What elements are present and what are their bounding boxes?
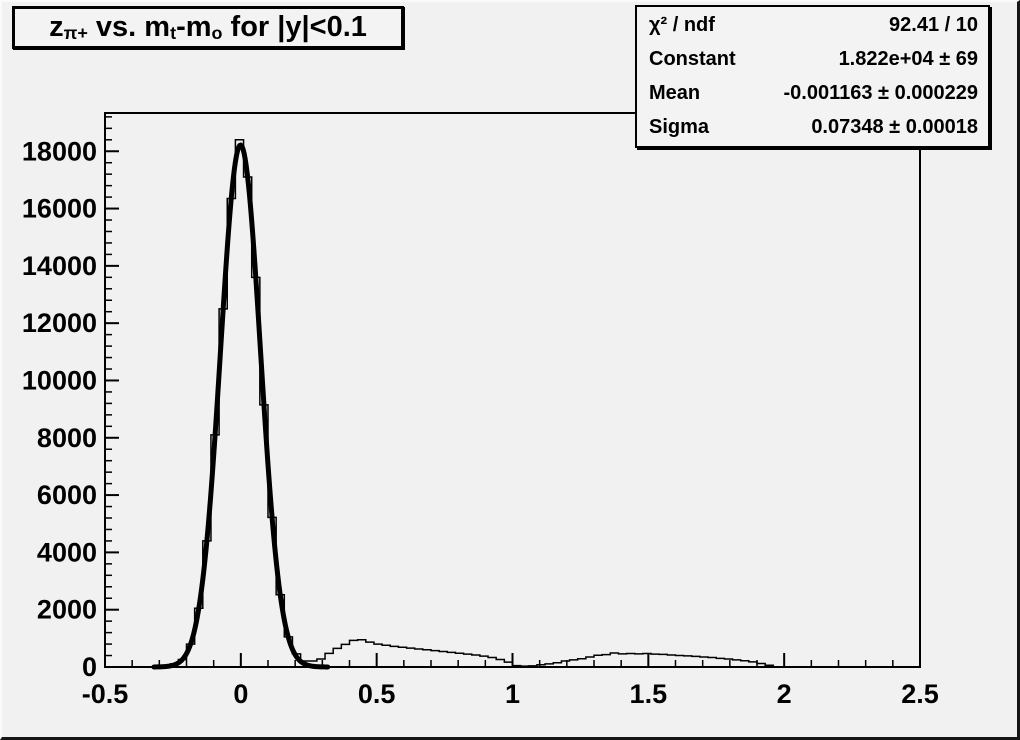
stats-label: Sigma (649, 115, 710, 138)
x-tick-label: -0.5 (82, 679, 129, 709)
stats-row-mean: Mean -0.001163 ± 0.000229 (637, 77, 988, 110)
y-tick-label: 6000 (37, 480, 97, 510)
x-tick-label: 2.5 (901, 679, 939, 709)
gaussian-fit-curve (151, 142, 331, 670)
stats-row-constant: Constant 1.822e+04 ± 69 (637, 43, 988, 76)
y-tick-label: 18000 (22, 136, 97, 166)
x-tick-label: 0 (233, 679, 248, 709)
y-tick-label: 16000 (22, 194, 97, 224)
y-tick-label: 2000 (37, 595, 97, 625)
y-tick-label: 4000 (37, 537, 97, 567)
x-tick-label: 1 (505, 679, 520, 709)
title-text-part: for |y|<0.1 (222, 11, 367, 43)
stats-label: Mean (649, 81, 701, 104)
stats-label: χ² / ndf (649, 14, 715, 37)
title-subscript: t (170, 23, 177, 43)
y-tick-label: 8000 (37, 423, 97, 453)
title-subscript: π+ (63, 23, 88, 43)
x-tick-label: 0.5 (358, 679, 396, 709)
y-tick-label: 14000 (22, 251, 97, 281)
fit-stats-box: χ² / ndf 92.41 / 10 Constant 1.822e+04 ±… (635, 5, 990, 148)
stats-value: 1.822e+04 ± 69 (838, 48, 978, 71)
plot-frame (104, 112, 921, 668)
title-text-part: -m (176, 11, 212, 43)
y-tick-label: 0 (82, 652, 97, 682)
stats-row-chi2: χ² / ndf 92.41 / 10 (637, 9, 988, 42)
stats-value: 92.41 / 10 (889, 14, 978, 37)
stats-value: 0.07348 ± 0.00018 (811, 115, 978, 138)
y-tick-label: 10000 (22, 365, 97, 395)
stats-value: -0.001163 ± 0.000229 (783, 81, 978, 104)
stats-label: Constant (649, 48, 736, 71)
stats-row-sigma: Sigma 0.07348 ± 0.00018 (637, 111, 988, 144)
y-tick-label: 12000 (22, 308, 97, 338)
title-text-part: z (49, 11, 64, 43)
plot-title-box: z π+ vs. m t -m o for |y|<0.1 (12, 6, 404, 49)
x-tick-label: 1.5 (630, 679, 668, 709)
title-text-part: vs. m (87, 11, 171, 43)
title-subscript: o (211, 23, 223, 43)
x-tick-label: 2 (777, 679, 792, 709)
